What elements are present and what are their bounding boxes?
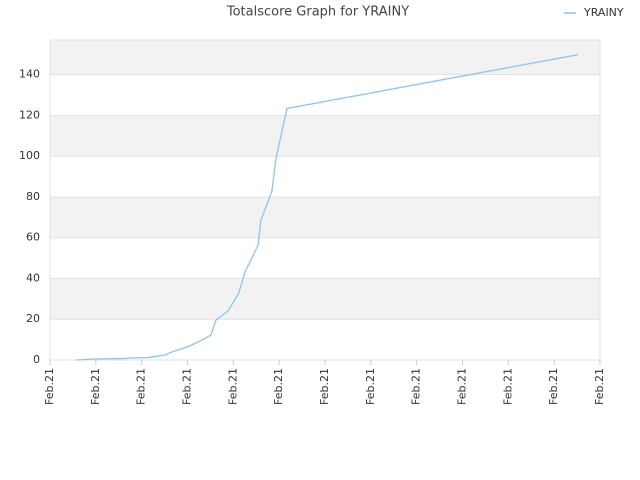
grid-band (50, 40, 600, 75)
y-tick-label: 60 (26, 231, 40, 244)
legend-label: YRAINY (583, 6, 624, 19)
y-tick-label: 0 (33, 353, 40, 366)
x-tick-label: Feb.21 (318, 368, 331, 405)
grid-band (50, 115, 600, 157)
y-tick-label: 100 (19, 149, 40, 162)
chart-title: Totalscore Graph for YRAINY (226, 5, 409, 20)
y-tick-label: 120 (19, 108, 40, 121)
x-tick-label: Feb.21 (89, 368, 102, 405)
series-line (76, 54, 579, 361)
x-tick-label: Feb.21 (135, 368, 148, 405)
grid-band (50, 278, 600, 320)
x-tick-label: Feb.21 (593, 368, 606, 405)
x-tick-label: Feb.21 (43, 368, 56, 405)
x-tick-label: Feb.21 (410, 368, 423, 405)
grid-band (50, 196, 600, 238)
x-tick-label: Feb.21 (181, 368, 194, 405)
y-tick-label: 20 (26, 312, 40, 325)
y-tick-label: 140 (19, 68, 40, 81)
x-tick-label: Feb.21 (456, 368, 469, 405)
x-tick-label: Feb.21 (547, 368, 560, 405)
x-tick-label: Feb.21 (364, 368, 377, 405)
x-tick-label: Feb.21 (226, 368, 239, 405)
x-tick-label: Feb.21 (272, 368, 285, 405)
x-tick-label: Feb.21 (501, 368, 514, 405)
y-tick-label: 40 (26, 271, 40, 284)
y-tick-label: 80 (26, 190, 40, 203)
